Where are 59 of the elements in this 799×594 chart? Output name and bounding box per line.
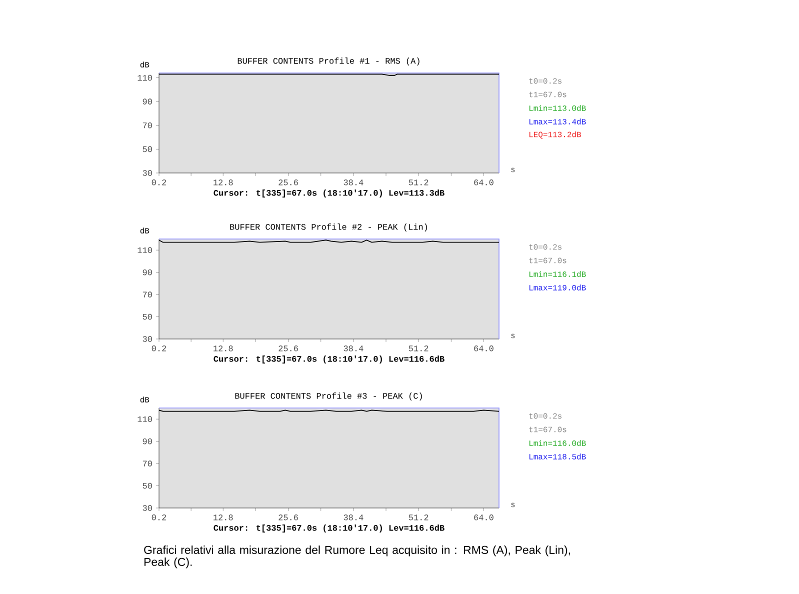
x-axis-title: s xyxy=(511,334,515,338)
x-tick-label: 64.0 xyxy=(474,180,494,186)
x-tick-label: 0.2 xyxy=(152,514,166,520)
text: Lmax=119.0dB xyxy=(529,284,586,290)
x-tick-label: 51.2 xyxy=(408,514,428,520)
text: Lmax=113.4dB xyxy=(529,118,586,124)
x-tick-label: 25.6 xyxy=(278,514,298,520)
x-tick-label: 38.4 xyxy=(344,180,364,186)
text: Cursor: t[335]=67.0s (18:10'17.0) Lev=116.6dB xyxy=(214,356,444,364)
text: t1=67.0s xyxy=(529,258,566,264)
y-tick-label: 110 xyxy=(138,247,152,253)
y-tick-label: 90 xyxy=(142,269,152,276)
x-tick-label: 38.4 xyxy=(344,346,364,352)
text: t0=0.2s xyxy=(529,413,562,419)
y-tick-label: 90 xyxy=(142,98,152,104)
text: Grafici relativi alla misurazione del Rumore Leq acquisito in : RMS (A), Peak (Lin), Peak (C). xyxy=(144,546,570,568)
y-tick-label: 50 xyxy=(142,146,152,152)
y-tick-label: 70 xyxy=(142,292,152,298)
y-tick-label: 30 xyxy=(142,505,152,511)
x-tick-label: 25.6 xyxy=(278,180,298,186)
x-tick-label: 38.4 xyxy=(344,514,364,520)
text: Lmin=113.0dB xyxy=(529,105,586,111)
y-tick-label: 50 xyxy=(142,482,152,489)
text: t0=0.2s xyxy=(529,244,562,250)
x-tick-label: 64.0 xyxy=(474,514,494,520)
x-tick-label: 0.2 xyxy=(152,346,166,352)
x-tick-label: 51.2 xyxy=(408,180,428,186)
text: Lmin=116.0dB xyxy=(529,440,586,446)
text: t1=67.0s xyxy=(529,426,566,432)
y-tick-label: 110 xyxy=(138,74,152,81)
y-axis-title: dB xyxy=(140,228,150,234)
y-tick-label: 50 xyxy=(142,314,152,320)
x-axis-title: s xyxy=(511,168,515,172)
y-tick-label: 70 xyxy=(142,122,152,128)
chart-title: BUFFER CONTENTS Profile #3 - PEAK (C) xyxy=(235,392,422,400)
chart-title: BUFFER CONTENTS Profile #1 - RMS (A) xyxy=(238,58,420,66)
text: Cursor: t[335]=67.0s (18:10'17.0) Lev=116.6dB xyxy=(214,524,444,532)
y-tick-label: 30 xyxy=(142,336,152,342)
text: Lmax=118.5dB xyxy=(529,454,586,460)
text: LEQ=113.2dB xyxy=(529,131,582,139)
x-tick-label: 25.6 xyxy=(278,346,298,352)
y-axis-title: dB xyxy=(140,62,150,68)
chart-title: BUFFER CONTENTS Profile #2 - PEAK (Lin) xyxy=(230,224,428,232)
x-tick-label: 12.8 xyxy=(214,346,233,352)
text: t1=67.0s xyxy=(529,92,566,98)
y-tick-label: 110 xyxy=(138,416,152,422)
y-axis-title: dB xyxy=(140,396,150,402)
x-tick-label: 12.8 xyxy=(214,514,233,520)
x-tick-label: 51.2 xyxy=(408,346,428,352)
text: t0=0.2s xyxy=(529,78,562,84)
x-axis-title: s xyxy=(511,502,515,508)
x-tick-label: 12.8 xyxy=(214,180,233,186)
y-tick-label: 90 xyxy=(142,438,152,444)
text: Lmin=116.1dB xyxy=(529,271,586,277)
y-tick-label: 30 xyxy=(142,170,152,176)
y-tick-label: 70 xyxy=(142,460,152,466)
text: Cursor: t[335]=67.0s (18:10'17.0) Lev=113.3dB xyxy=(214,190,444,198)
x-tick-label: 64.0 xyxy=(474,346,494,352)
x-tick-label: 0.2 xyxy=(152,180,166,186)
